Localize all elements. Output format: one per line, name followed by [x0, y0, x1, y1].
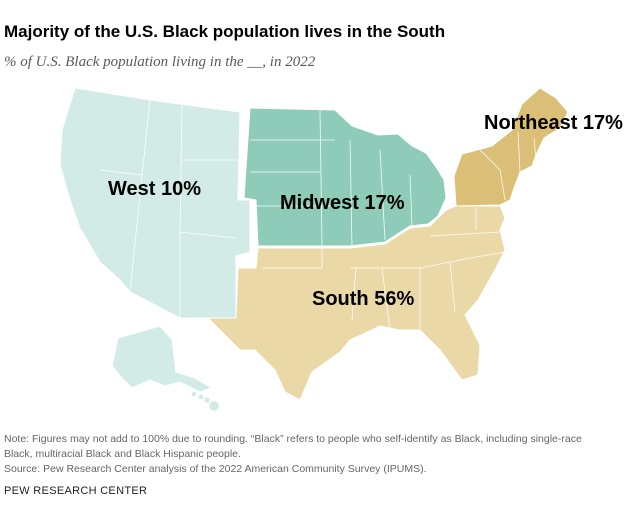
pew-logo-text: PEW RESEARCH CENTER — [4, 485, 148, 497]
south-value: 56% — [374, 288, 415, 310]
alaska-shape — [111, 325, 214, 393]
midwest-name: Midwest — [280, 192, 359, 214]
region-south — [206, 205, 506, 401]
south-region-shape — [206, 205, 506, 401]
chart-title: Majority of the U.S. Black population li… — [4, 22, 446, 41]
south-label: South 56% — [312, 288, 414, 311]
state-borders — [99, 99, 537, 331]
region-northeast — [453, 87, 569, 207]
region-west — [59, 87, 251, 412]
chart-subtitle: % of U.S. Black population living in the… — [4, 54, 316, 70]
notes: Note: Figures may not add to 100% due to… — [4, 432, 634, 477]
note-line-1: Note: Figures may not add to 100% due to… — [4, 433, 582, 445]
west-region-shape — [59, 87, 251, 319]
region-midwest — [243, 107, 447, 247]
northeast-label: Northeast 17% — [484, 112, 623, 135]
source-line: Source: Pew Research Center analysis of … — [4, 463, 427, 475]
note-line-2: Black, multiracial Black and Black Hispa… — [4, 448, 241, 460]
northeast-name: Northeast — [484, 112, 578, 134]
midwest-value: 17% — [364, 192, 405, 214]
west-value: 10% — [160, 178, 202, 200]
hawaii-shape — [191, 391, 220, 412]
west-label: West 10% — [108, 178, 201, 201]
midwest-region-shape — [243, 107, 447, 247]
map-svg — [59, 87, 569, 412]
northeast-region-shape — [453, 87, 569, 207]
west-name: West — [108, 178, 156, 200]
midwest-label: Midwest 17% — [280, 192, 405, 215]
us-regions-map: West 10% Midwest 17% Northeast 17% South… — [0, 80, 640, 420]
south-name: South — [312, 288, 369, 310]
northeast-value: 17% — [582, 112, 623, 134]
